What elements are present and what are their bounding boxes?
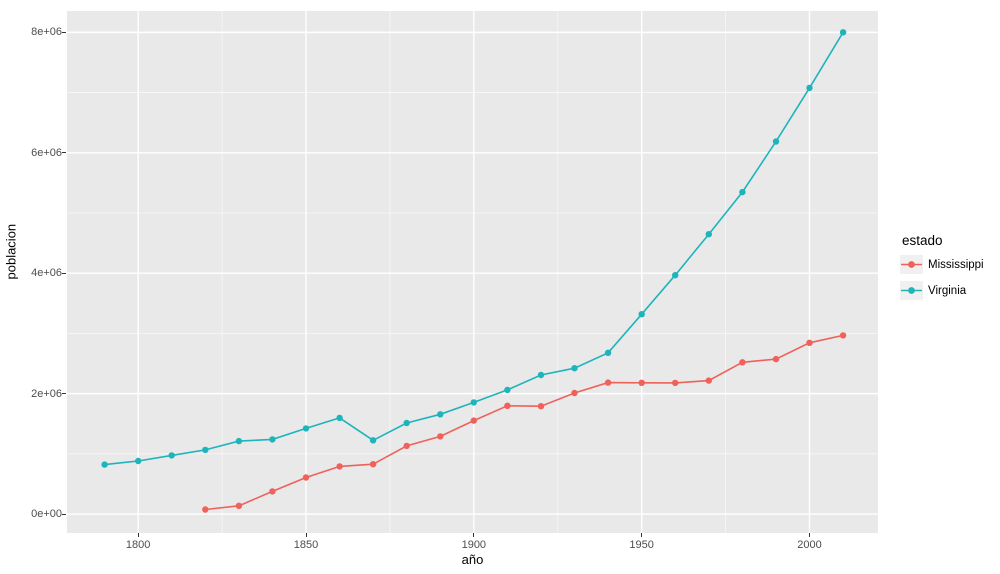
virginia-point — [235, 437, 243, 445]
virginia-point — [369, 437, 377, 444]
mississippi-line — [205, 334, 844, 511]
legend-label-virginia: Virginia — [928, 284, 967, 297]
y-tick-label: 8e+06 — [31, 26, 62, 39]
plot-area — [67, 11, 878, 533]
virginia-point — [772, 138, 780, 145]
mississippi-point — [772, 355, 780, 363]
mississippi-point — [269, 488, 276, 495]
mississippi-point — [336, 463, 343, 470]
legend-label-mississippi: Mississippi — [928, 258, 984, 271]
mississippi-point — [202, 506, 209, 513]
virginia-point — [806, 84, 813, 92]
mississippi-point — [369, 461, 377, 468]
x-tick-label: 1850 — [293, 539, 319, 551]
y-tick-mark — [62, 513, 66, 515]
y-tick-mark — [62, 393, 66, 395]
legend-key-virginia — [900, 281, 923, 300]
virginia-point — [604, 349, 612, 356]
virginia-point — [403, 419, 410, 427]
y-tick-label: 2e+06 — [31, 387, 62, 400]
y-tick-mark — [62, 152, 66, 154]
virginia-point — [705, 231, 712, 238]
mississippi-point — [302, 474, 310, 481]
legend-key-mississippi — [900, 255, 923, 274]
mississippi-point — [806, 339, 813, 346]
legend-title: estado — [902, 233, 943, 248]
virginia-point — [302, 425, 310, 432]
virginia-point — [168, 452, 175, 459]
virginia-point — [202, 446, 209, 454]
virginia-point — [437, 411, 444, 418]
legend: estado Mississippi Virginia — [900, 233, 984, 307]
x-tick-mark — [641, 533, 643, 537]
mississippi-point — [403, 442, 410, 450]
x-tick-mark — [305, 533, 307, 537]
y-tick-label: 4e+06 — [31, 267, 62, 280]
virginia-point — [336, 414, 343, 422]
mississippi-point — [470, 417, 477, 424]
x-tick-mark — [137, 533, 139, 537]
virginia-point — [101, 461, 108, 468]
virginia-point — [470, 399, 477, 406]
virginia-point — [504, 386, 511, 394]
legend-glyph-mississippi — [901, 261, 922, 268]
y-tick-mark — [62, 272, 66, 274]
virginia-point — [571, 365, 578, 372]
x-tick-mark — [473, 533, 475, 537]
x-axis-title: año — [461, 552, 484, 567]
mississippi-point — [437, 433, 444, 440]
mississippi-point — [705, 377, 712, 384]
legend-item-virginia: Virginia — [900, 281, 984, 300]
x-tick-label: 1950 — [629, 539, 654, 551]
mississippi-point — [235, 502, 243, 509]
x-tick-label: 1800 — [125, 539, 151, 551]
virginia-point — [839, 29, 847, 36]
mississippi-point — [537, 403, 545, 410]
legend-glyph-virginia — [901, 287, 922, 294]
mississippi-point — [672, 379, 679, 387]
virginia-point — [537, 371, 545, 379]
legend-item-mississippi: Mississippi — [900, 255, 984, 274]
x-tick-mark — [809, 533, 811, 537]
virginia-point — [269, 436, 276, 443]
x-tick-label: 2000 — [797, 539, 822, 551]
y-tick-mark — [62, 31, 66, 33]
y-tick-label: 6e+06 — [31, 146, 62, 159]
y-tick-label: 0e+00 — [31, 508, 62, 521]
mississippi-point — [739, 359, 746, 366]
mississippi-point — [839, 332, 847, 339]
plot-panel — [67, 11, 878, 533]
virginia-point — [739, 188, 746, 196]
virginia-point — [135, 457, 142, 465]
mississippi-point — [571, 389, 578, 397]
mississippi-point — [638, 379, 645, 386]
x-tick-label: 1900 — [461, 539, 487, 551]
mississippi-point — [604, 379, 612, 386]
legend-items: Mississippi Virginia — [900, 255, 984, 300]
virginia-point — [672, 272, 679, 279]
virginia-point — [638, 311, 645, 318]
mississippi-point — [504, 402, 511, 409]
